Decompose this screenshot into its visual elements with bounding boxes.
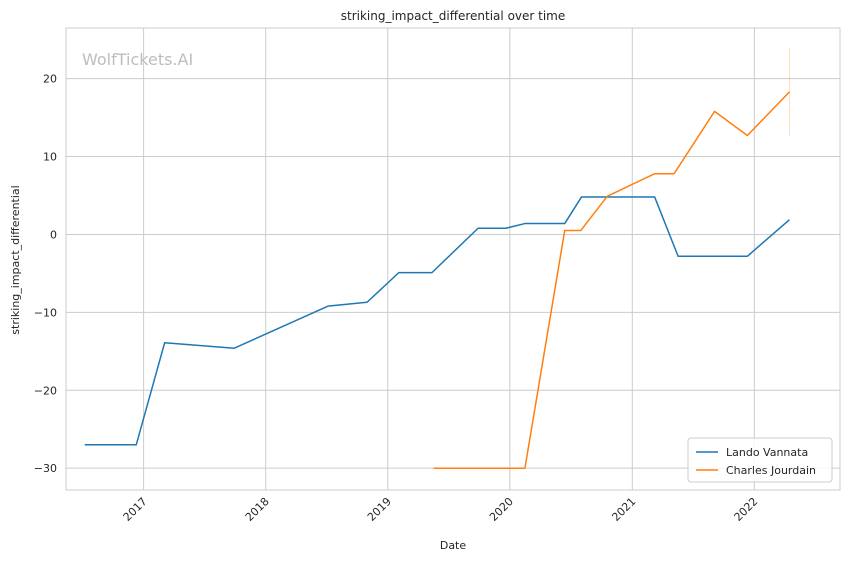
legend-label: Charles Jourdain — [726, 464, 816, 477]
y-tick-label: −10 — [34, 306, 57, 319]
plot-frame — [65, 27, 841, 491]
y-tick-label: −30 — [34, 462, 57, 475]
series-line-0 — [84, 196, 790, 446]
y-tick-label: 10 — [43, 151, 57, 164]
y-tick-label: 20 — [43, 73, 57, 86]
series-line-1 — [433, 91, 791, 469]
grid — [66, 28, 840, 490]
legend: Lando Vannata Charles Jourdain — [687, 437, 833, 483]
y-axis-ticks: −30 −20 −10 0 10 20 — [34, 73, 57, 476]
legend-box — [687, 437, 833, 483]
series-layer — [84, 48, 791, 469]
watermark: WolfTickets.AI — [82, 50, 193, 69]
y-tick-label: 0 — [50, 228, 57, 241]
chart-title: striking_impact_differential over time — [341, 9, 566, 23]
y-tick-label: −20 — [34, 384, 57, 397]
y-axis-label: striking_impact_differential — [9, 185, 22, 334]
legend-label: Lando Vannata — [726, 446, 808, 459]
x-axis-label: Date — [440, 539, 467, 552]
